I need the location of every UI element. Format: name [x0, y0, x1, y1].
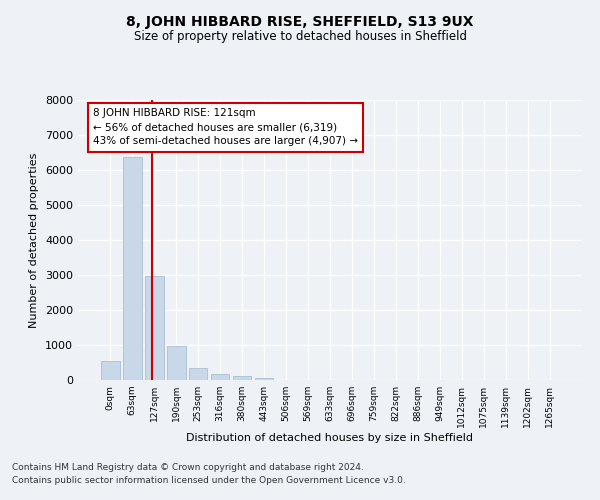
- Bar: [189, 368, 208, 380]
- Bar: [145, 276, 164, 380]
- Y-axis label: Number of detached properties: Number of detached properties: [29, 152, 40, 328]
- Bar: [167, 346, 185, 380]
- Bar: [211, 374, 229, 380]
- Text: Size of property relative to detached houses in Sheffield: Size of property relative to detached ho…: [133, 30, 467, 43]
- Text: Contains HM Land Registry data © Crown copyright and database right 2024.: Contains HM Land Registry data © Crown c…: [12, 462, 364, 471]
- Bar: [255, 378, 274, 380]
- Bar: [123, 156, 142, 380]
- Bar: [233, 376, 251, 380]
- Bar: [101, 361, 119, 380]
- Text: 8 JOHN HIBBARD RISE: 121sqm
← 56% of detached houses are smaller (6,319)
43% of : 8 JOHN HIBBARD RISE: 121sqm ← 56% of det…: [93, 108, 358, 146]
- Text: 8, JOHN HIBBARD RISE, SHEFFIELD, S13 9UX: 8, JOHN HIBBARD RISE, SHEFFIELD, S13 9UX: [126, 15, 474, 29]
- X-axis label: Distribution of detached houses by size in Sheffield: Distribution of detached houses by size …: [187, 432, 473, 442]
- Text: Contains public sector information licensed under the Open Government Licence v3: Contains public sector information licen…: [12, 476, 406, 485]
